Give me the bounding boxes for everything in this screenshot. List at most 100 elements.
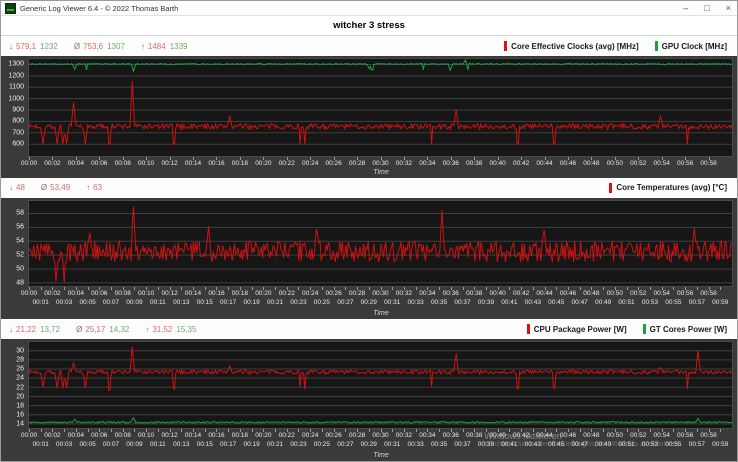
x-tick-label: 00:09	[126, 299, 143, 307]
x-tick-label: 00:49	[594, 299, 612, 307]
y-axis-core-clocks: 600 700 800 900 1000 1100 1200 1300	[1, 58, 28, 157]
plot-area-core-temperatures[interactable]	[28, 199, 733, 288]
x-tick-label: 00:00	[20, 159, 38, 167]
x-tick-mark	[286, 429, 288, 433]
chart-core-temperatures: 48 50 52 54 56 58 00:00 00:02 00:04 00:06 00:08 00…	[1, 197, 737, 320]
x-tick-mark	[427, 156, 429, 160]
x-tick-label: 00:23	[290, 299, 307, 307]
x-tick-label: 00:33	[407, 299, 424, 307]
y-axis-power: 14 16 18 20 22 24 26 28 30	[1, 341, 28, 429]
x-tick-label: 00:03	[56, 299, 73, 307]
x-tick-mark	[321, 287, 323, 291]
close-button[interactable]: ×	[725, 3, 731, 13]
x-axis-core-clocks: 00:00 00:02 00:04 00:06 00:08 00:10 00:12 00:14…	[21, 156, 732, 168]
x-tick-label: 00:02	[44, 432, 61, 440]
x-axis-odd-core-temperatures: 00:01 00:03 00:05 00:07 00:09 00:11 00:13 00:15…	[29, 298, 732, 309]
x-tick-mark	[450, 429, 452, 433]
stat-symbol: Ø	[76, 324, 83, 334]
y-tick-label: 28	[16, 356, 24, 364]
x-tick-mark	[567, 429, 569, 433]
legend-color-bar	[504, 41, 508, 51]
x-tick-mark	[579, 429, 581, 433]
x-tick-label: 00:12	[161, 290, 178, 298]
x-tick-label: 00:28	[348, 290, 366, 298]
x-tick-mark	[275, 287, 277, 291]
legend-color-bar	[654, 41, 658, 51]
stat-value: 25,17	[85, 324, 106, 334]
stats-row-core-temperatures: ↓ 48 Ø 53,49 ↑ 63 Core Temperatures (avg) [°C…	[1, 177, 737, 198]
x-tick-label: 00:27	[337, 299, 354, 307]
x-tick-label: 00:41	[501, 441, 518, 449]
x-tick-mark	[357, 287, 359, 291]
stat-value: 579,1	[16, 41, 37, 51]
minimize-button[interactable]: –	[683, 3, 689, 13]
x-tick-label: 00:08	[114, 159, 131, 167]
x-tick-label: 00:21	[266, 299, 284, 307]
x-tick-label: 00:48	[583, 432, 600, 440]
stats-core-clocks: ↓ 579,1 1232 Ø 753,6 1307 ↑ 1484 1339	[9, 42, 203, 51]
x-tick-mark	[474, 287, 476, 291]
legend-item: Core Effective Clocks (avg) [MHz]	[504, 41, 639, 51]
x-tick-mark	[52, 287, 54, 291]
x-tick-label: 00:58	[700, 432, 717, 440]
series-GT Cores Power [W]	[29, 417, 732, 425]
x-tick-mark	[239, 287, 241, 291]
y-tick-label: 1200	[8, 72, 24, 80]
x-tick-mark	[216, 429, 218, 433]
x-tick-mark	[368, 429, 370, 433]
stat-value: 1232	[40, 41, 58, 51]
x-tick-mark	[263, 429, 265, 433]
y-tick-label: 700	[12, 129, 24, 137]
x-tick-label: 00:26	[325, 159, 342, 167]
x-tick-label: 00:51	[618, 299, 635, 307]
stat-value: 63	[93, 183, 103, 193]
stats-row-core-clocks: ↓ 579,1 1232 Ø 753,6 1307 ↑ 1484 1339 Core Effec…	[1, 36, 737, 56]
x-tick-mark	[333, 429, 335, 433]
x-tick-label: 00:17	[220, 299, 237, 307]
x-tick-mark	[228, 429, 230, 433]
x-tick-label: 00:47	[571, 299, 588, 307]
y-tick-label: 1000	[8, 95, 24, 103]
x-tick-label: 00:18	[231, 159, 249, 167]
x-tick-label: 00:57	[688, 441, 705, 449]
x-tick-mark	[614, 156, 616, 160]
x-tick-mark	[626, 429, 628, 433]
x-tick-label: 00:05	[79, 299, 96, 307]
x-tick-label: 00:44	[536, 290, 553, 298]
y-tick-label: 26	[16, 365, 24, 373]
x-tick-label: 00:19	[243, 299, 260, 307]
x-tick-label: 00:16	[208, 159, 225, 167]
legend-label: GT Cores Power [W]	[649, 324, 727, 334]
x-tick-mark	[661, 287, 663, 291]
stat-value: 31,52	[152, 324, 173, 334]
x-tick-label: 00:48	[583, 159, 600, 167]
x-tick-mark	[310, 287, 312, 291]
x-tick-mark	[450, 156, 452, 160]
x-axis-title: Time	[373, 452, 389, 460]
x-tick-label: 00:44	[536, 159, 553, 167]
x-tick-mark	[521, 156, 523, 160]
x-tick-label: 00:31	[384, 299, 401, 307]
x-tick-label: 00:36	[442, 159, 459, 167]
x-tick-mark	[286, 156, 288, 160]
x-tick-mark	[193, 429, 195, 433]
legend-label: GPU Clock [MHz]	[661, 41, 727, 51]
x-tick-mark	[368, 287, 370, 291]
x-tick-label: 00:06	[91, 290, 108, 298]
x-tick-mark	[345, 287, 347, 291]
x-tick-mark	[685, 156, 687, 160]
stat-symbol: ↑	[140, 41, 145, 51]
panel-core-temperatures: ↓ 48 Ø 53,49 ↑ 63 Core Temperatures (avg) [°C…	[1, 177, 737, 320]
legend-label: CPU Package Power [W]	[533, 324, 627, 334]
x-tick-label: 00:53	[641, 441, 659, 449]
x-tick-mark	[532, 429, 534, 433]
stat-symbol: ↑	[145, 324, 150, 334]
plot-area-power[interactable]	[28, 341, 733, 430]
stat-value: 48	[16, 183, 25, 193]
x-tick-label: 00:59	[712, 299, 729, 307]
plot-area-core-clocks[interactable]	[28, 58, 733, 157]
x-tick-label: 00:45	[548, 299, 565, 307]
maximize-button[interactable]: □	[704, 3, 710, 13]
x-tick-label: 00:02	[44, 290, 61, 298]
